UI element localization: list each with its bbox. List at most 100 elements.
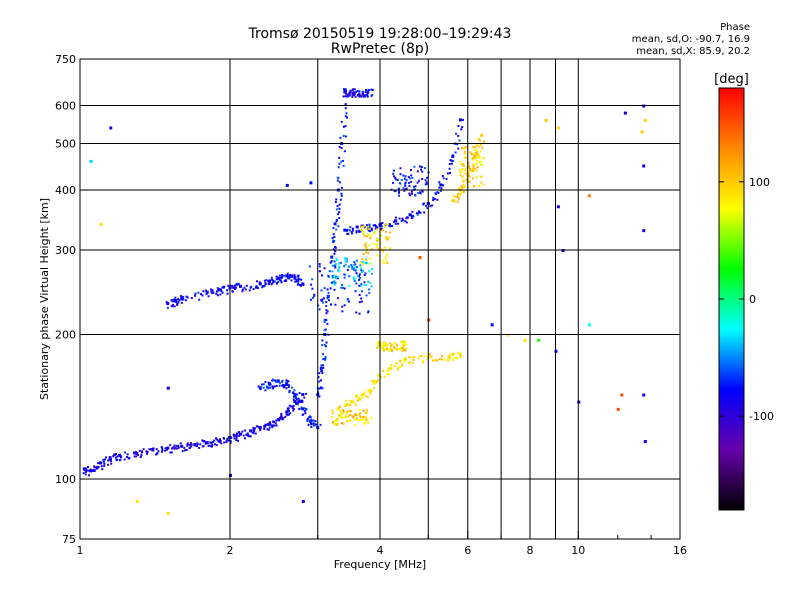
data-point [393, 175, 396, 178]
data-point [426, 176, 429, 179]
data-point [429, 205, 432, 208]
data-point [359, 226, 362, 229]
data-point [394, 190, 397, 193]
data-point [140, 454, 143, 457]
data-point [308, 265, 311, 268]
y-tick-label: 400 [55, 184, 76, 197]
data-point [354, 418, 357, 421]
data-point [419, 192, 422, 195]
data-point [394, 176, 397, 179]
data-point [358, 396, 361, 399]
data-point [109, 460, 112, 463]
data-point [462, 184, 465, 187]
data-point [362, 269, 365, 272]
data-point [166, 302, 170, 306]
data-point [102, 460, 105, 463]
data-point [166, 448, 169, 451]
data-point [287, 413, 290, 416]
data-point [193, 443, 197, 447]
data-point [205, 293, 208, 296]
data-point [252, 429, 255, 432]
data-point [346, 95, 349, 98]
data-point [475, 149, 478, 152]
data-point [253, 427, 256, 430]
data-point [397, 366, 400, 369]
data-point [417, 357, 420, 360]
data-point [355, 225, 359, 229]
data-point [376, 228, 379, 231]
data-point [340, 286, 343, 289]
data-point [354, 414, 357, 417]
data-point [347, 300, 350, 303]
data-point [340, 186, 343, 189]
data-point [384, 225, 387, 228]
data-point [403, 357, 407, 361]
data-point [388, 223, 391, 226]
data-point [335, 198, 338, 201]
data-point [410, 180, 413, 183]
data-point [382, 262, 385, 265]
data-point [424, 167, 427, 170]
data-point [321, 387, 324, 390]
data-point [419, 191, 422, 194]
data-point [401, 364, 404, 367]
data-point [420, 355, 423, 358]
data-point [151, 448, 155, 452]
data-point [231, 290, 234, 293]
data-point [217, 439, 221, 443]
data-point [386, 343, 389, 346]
data-point [180, 301, 183, 304]
data-point [252, 426, 255, 429]
data-point [399, 365, 402, 368]
data-point [365, 259, 368, 262]
data-point [404, 349, 407, 352]
data-point [436, 191, 439, 194]
data-point [364, 91, 367, 94]
data-point [286, 277, 289, 280]
data-point [389, 347, 392, 350]
data-point [457, 134, 460, 137]
data-point [84, 470, 87, 473]
data-point [351, 89, 354, 92]
data-point [349, 400, 353, 404]
data-point [127, 457, 130, 460]
data-point [321, 372, 324, 375]
data-point [387, 235, 390, 238]
data-point [285, 274, 289, 278]
data-point [328, 299, 331, 302]
data-point [379, 230, 382, 233]
x-tick-label: 4 [377, 544, 384, 557]
data-point [218, 438, 221, 441]
data-point [93, 465, 96, 468]
data-point [184, 299, 187, 302]
data-point [461, 164, 464, 167]
data-point [362, 95, 365, 98]
data-point [110, 462, 113, 465]
data-point [271, 387, 274, 390]
data-point [145, 450, 148, 453]
data-point [438, 186, 441, 189]
data-point [448, 163, 451, 166]
data-point [139, 455, 142, 458]
data-point [354, 266, 357, 269]
data-point [334, 303, 337, 306]
data-point [373, 231, 376, 234]
data-point [361, 396, 364, 399]
data-point [212, 291, 215, 294]
data-point [295, 278, 298, 281]
data-point [286, 407, 289, 410]
data-point [367, 233, 370, 236]
data-point [424, 179, 427, 182]
data-point [261, 286, 264, 289]
data-point [457, 147, 460, 150]
data-point [385, 230, 388, 233]
data-point [556, 205, 560, 209]
data-point [355, 230, 358, 233]
data-point [345, 135, 348, 138]
data-point [463, 156, 466, 159]
data-point [330, 303, 333, 306]
data-point [478, 155, 481, 158]
data-point [370, 417, 373, 420]
data-point [360, 283, 363, 286]
data-point [330, 281, 333, 284]
